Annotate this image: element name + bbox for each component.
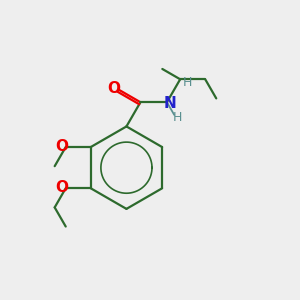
Text: N: N [164, 96, 177, 111]
Text: H: H [172, 111, 182, 124]
Text: O: O [55, 180, 68, 195]
Text: O: O [55, 139, 68, 154]
Text: H: H [183, 76, 192, 89]
Text: O: O [107, 81, 120, 96]
